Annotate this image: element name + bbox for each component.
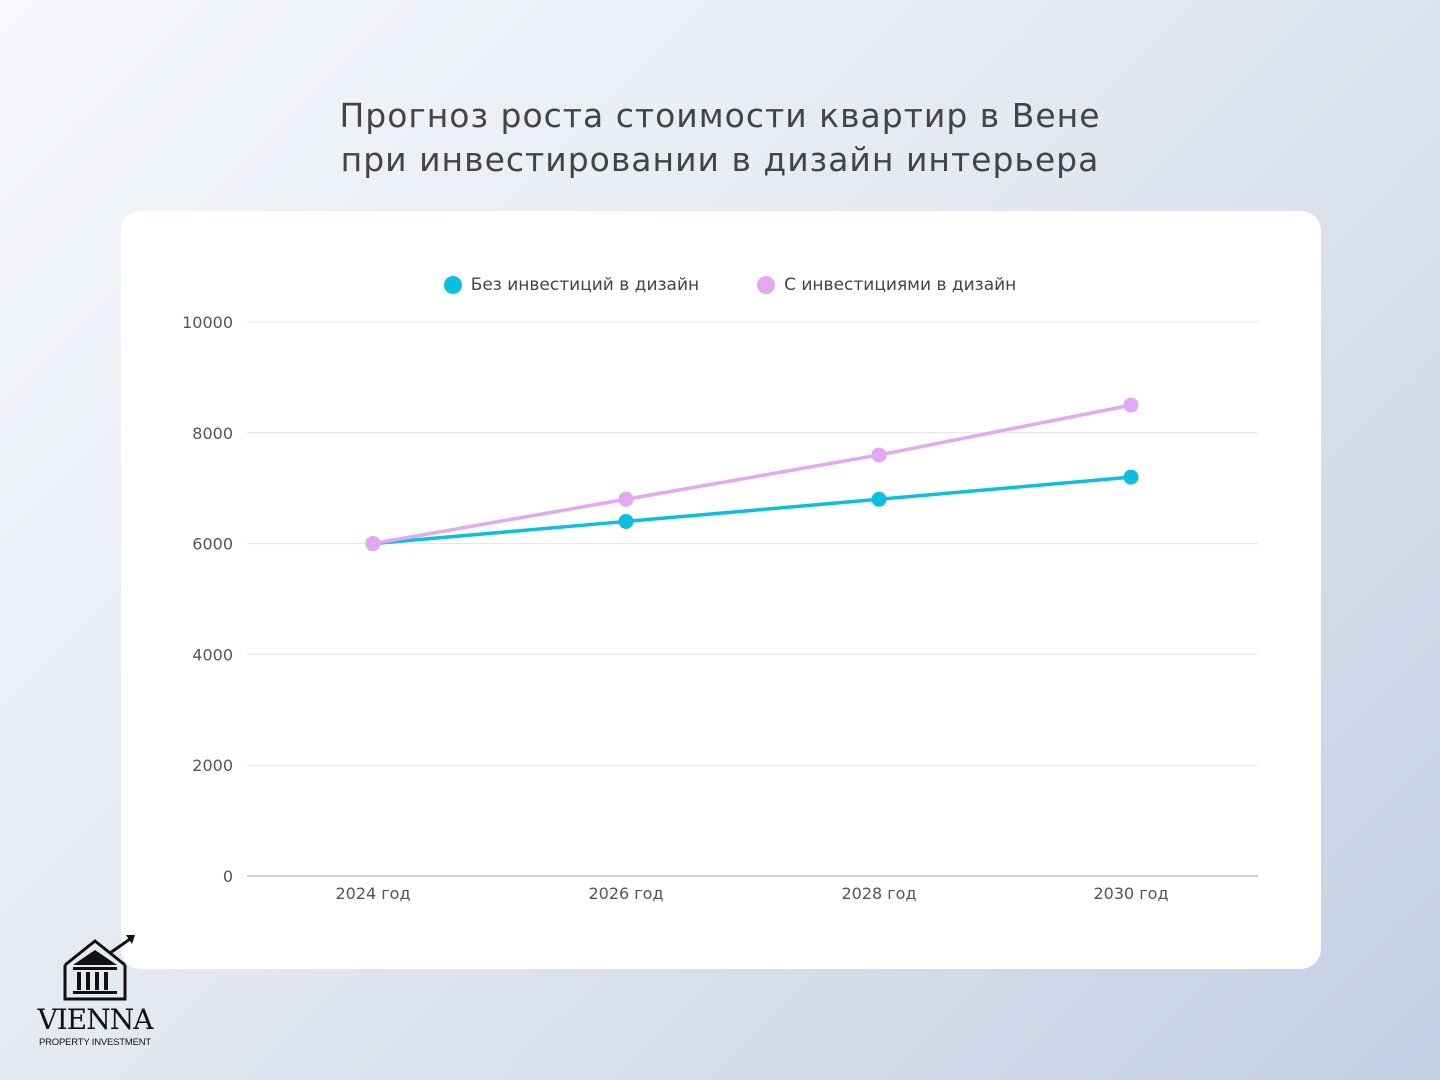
series-line	[372, 475, 1132, 546]
legend-marker-icon	[757, 276, 776, 294]
x-tick-label: 2028 год	[841, 884, 916, 903]
y-tick-label: 8000	[192, 424, 233, 443]
y-tick-label: 0	[223, 867, 233, 886]
data-point-marker-icon	[618, 513, 634, 529]
y-tick-label: 10000	[182, 313, 233, 332]
legend-item-with-design[interactable]: С инвестициями в дизайн	[757, 275, 1016, 295]
title-line-2: при инвестировании в дизайн интерьера	[340, 140, 1100, 179]
vienna-logo: VIENNA PROPERTY INVESTMENT	[30, 933, 160, 1053]
legend-marker-icon	[443, 276, 462, 294]
data-point-marker-icon	[1123, 469, 1139, 485]
chart-card	[121, 211, 1321, 969]
legend-label: Без инвестиций в дизайн	[470, 275, 700, 295]
logo-subtitle: PROPERTY INVESTMENT	[39, 1037, 151, 1048]
y-tick-label: 2000	[192, 756, 233, 775]
data-series	[365, 397, 1139, 552]
title-line-1: Прогноз роста стоимости квартир в Вене	[339, 96, 1101, 135]
data-point-marker-icon	[365, 536, 381, 552]
series-line	[372, 403, 1132, 546]
series-without-design	[365, 469, 1139, 552]
chart-legend: Без инвестиций в дизайн С инвестициями в…	[0, 275, 1440, 295]
legend-item-without-design[interactable]: Без инвестиций в дизайн	[443, 275, 700, 295]
data-point-marker-icon	[1123, 397, 1139, 413]
x-axis-ticks: 2024 год 2026 год 2028 год 2030 год	[335, 884, 1168, 903]
data-point-marker-icon	[618, 491, 634, 507]
y-tick-label: 6000	[192, 535, 233, 554]
y-axis-ticks: 0 2000 4000 6000 8000 10000	[182, 313, 233, 886]
building-arrow-icon	[63, 935, 135, 1001]
data-point-marker-icon	[871, 491, 887, 507]
logo-name: VIENNA	[37, 1003, 154, 1036]
legend-label: С инвестициями в дизайн	[784, 275, 1017, 295]
x-tick-label: 2026 год	[588, 884, 663, 903]
y-tick-label: 4000	[192, 645, 233, 664]
x-tick-label: 2024 год	[335, 884, 410, 903]
page-title: Прогноз роста стоимости квартир в Вене п…	[0, 94, 1440, 182]
data-point-marker-icon	[871, 447, 887, 463]
x-tick-label: 2030 год	[1093, 884, 1168, 903]
gridlines	[247, 321, 1258, 877]
series-with-design	[365, 397, 1139, 552]
